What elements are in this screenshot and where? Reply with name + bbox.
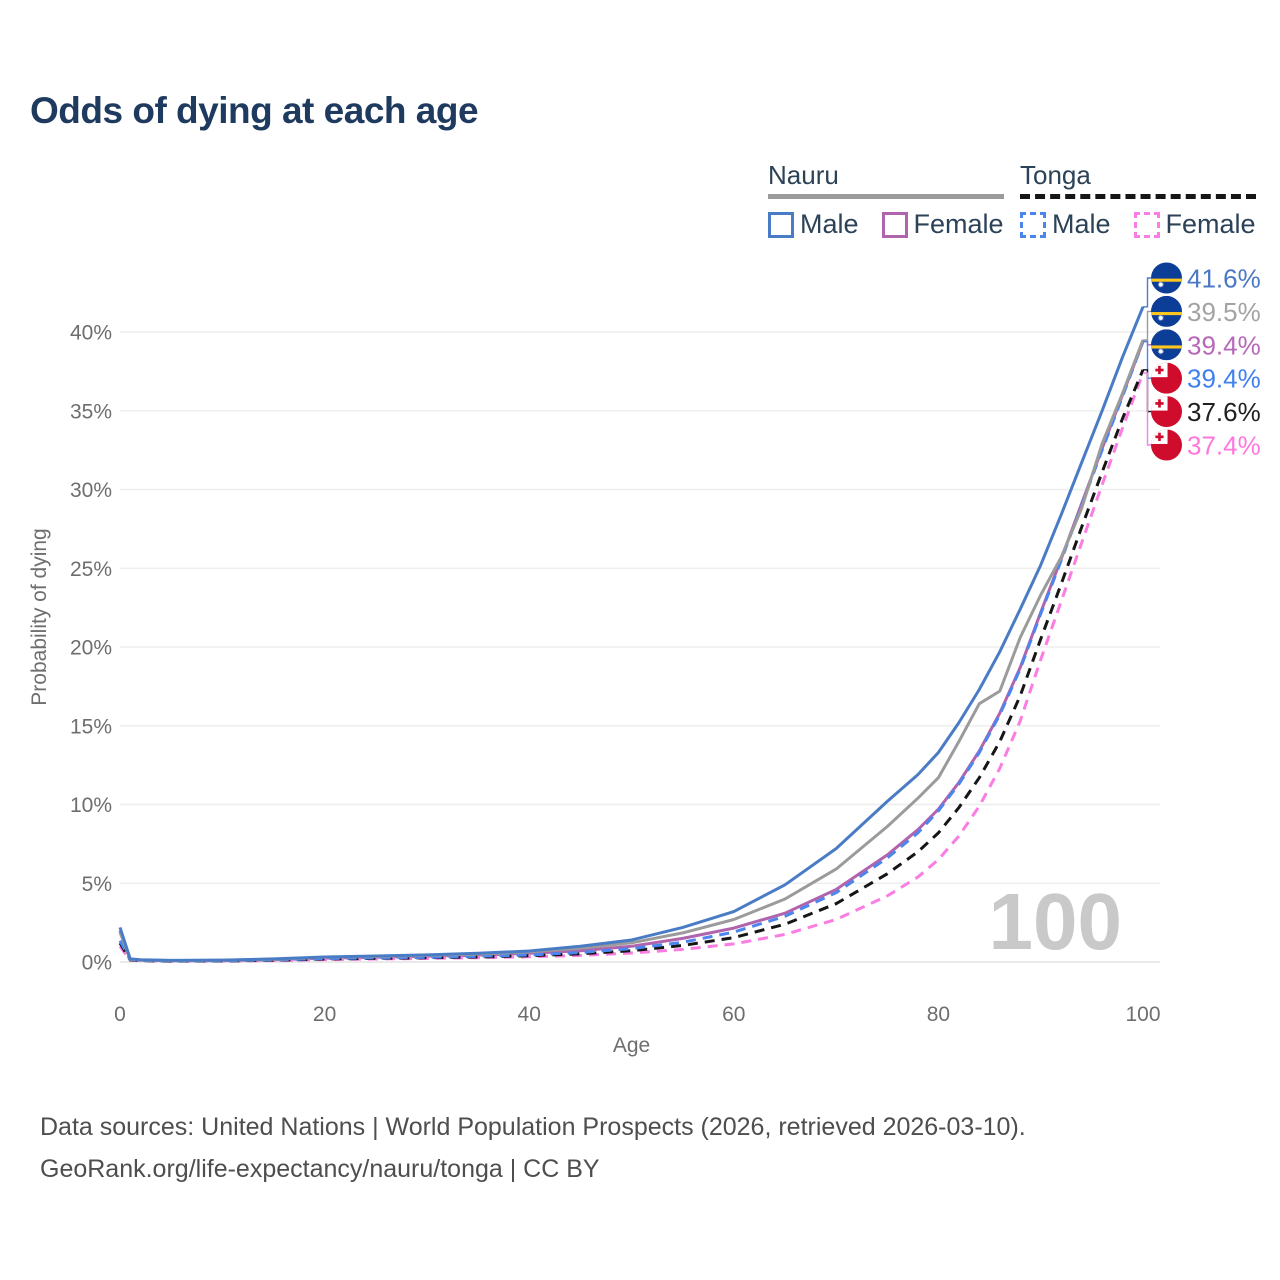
- y-tick-label: 10%: [70, 794, 112, 817]
- legend-country-tonga: Tonga: [1020, 160, 1091, 190]
- tonga-line-style-sample: [1020, 194, 1256, 199]
- series-line-tonga-female[interactable]: [118, 372, 1145, 963]
- footer-attribution: GeoRank.org/life-expectancy/nauru/tonga …: [40, 1155, 600, 1183]
- end-label-connector-tonga-male: [1143, 340, 1151, 379]
- nauru-male-swatch-icon: [768, 211, 794, 238]
- footer: Data sources: United Nations | World Pop…: [40, 1106, 1026, 1190]
- tonga-male-swatch-icon: [1020, 211, 1046, 238]
- y-tick-label: 0%: [82, 952, 112, 975]
- end-label-connector-tonga-female: [1143, 372, 1151, 446]
- nauru-flag-icon: [1151, 329, 1182, 360]
- end-label-value-tonga-male: 39.4%: [1187, 364, 1261, 394]
- end-label-value-nauru-female: 39.4%: [1187, 330, 1261, 360]
- x-axis-title: Age: [613, 1034, 650, 1057]
- y-tick-label: 5%: [82, 873, 112, 896]
- end-label-connector-nauru-all: [1143, 310, 1151, 341]
- series-line-nauru-male[interactable]: [118, 306, 1145, 962]
- legend-label-tonga-male: Male: [1052, 209, 1111, 239]
- series-line-nauru-all[interactable]: [118, 339, 1145, 963]
- x-tick-label: 80: [927, 1003, 950, 1026]
- x-tick-label: 60: [722, 1003, 745, 1026]
- nauru-flag-icon: [1151, 296, 1182, 327]
- series-line-nauru-female[interactable]: [118, 340, 1145, 963]
- nauru-female-swatch-icon: [881, 211, 908, 238]
- end-label-connector-nauru-male: [1143, 277, 1151, 308]
- tonga-flag-icon: [1151, 363, 1182, 394]
- y-tick-label: 35%: [70, 400, 112, 423]
- legend-item-nauru-female[interactable]: Female: [881, 209, 1004, 240]
- footer-data-sources: Data sources: United Nations | World Pop…: [40, 1113, 1026, 1141]
- tonga-flag-icon: [1151, 430, 1182, 461]
- legend-group-tonga: Tonga Male Female: [1020, 160, 1256, 240]
- legend-country-nauru: Nauru: [768, 160, 839, 190]
- y-tick-label: 20%: [70, 637, 112, 660]
- legend-item-tonga-male[interactable]: Male: [1020, 209, 1111, 240]
- nauru-line-style-sample: [768, 194, 1004, 199]
- x-tick-label: 20: [313, 1003, 336, 1026]
- end-label-value-nauru-all: 39.5%: [1187, 297, 1261, 327]
- legend-group-nauru: Nauru Male Female: [768, 160, 1004, 240]
- series-line-tonga-all[interactable]: [118, 369, 1145, 963]
- x-tick-label: 100: [1125, 1003, 1160, 1026]
- legend-label-nauru-male: Male: [800, 209, 859, 239]
- nauru-flag-icon: [1151, 263, 1182, 294]
- tonga-flag-icon: [1151, 396, 1182, 427]
- tonga-female-swatch-icon: [1133, 211, 1160, 238]
- end-label-value-nauru-male: 41.6%: [1187, 264, 1261, 294]
- legend-label-nauru-female: Female: [913, 209, 1004, 239]
- legend-item-tonga-female[interactable]: Female: [1133, 209, 1256, 240]
- legend-item-nauru-male[interactable]: Male: [768, 209, 859, 240]
- y-axis-title: Probability of dying: [28, 528, 51, 705]
- y-tick-label: 40%: [70, 322, 112, 345]
- series-line-tonga-male[interactable]: [118, 340, 1145, 963]
- y-tick-label: 25%: [70, 558, 112, 581]
- legend-label-tonga-female: Female: [1165, 209, 1256, 239]
- y-tick-label: 30%: [70, 479, 112, 502]
- x-tick-label: 0: [114, 1003, 126, 1026]
- end-label-value-tonga-all: 37.6%: [1187, 397, 1261, 427]
- y-tick-label: 15%: [70, 715, 112, 738]
- x-tick-label: 40: [518, 1003, 541, 1026]
- age-watermark: 100: [989, 877, 1122, 966]
- page-title: Odds of dying at each age: [30, 90, 479, 131]
- end-label-value-tonga-female: 37.4%: [1187, 431, 1261, 461]
